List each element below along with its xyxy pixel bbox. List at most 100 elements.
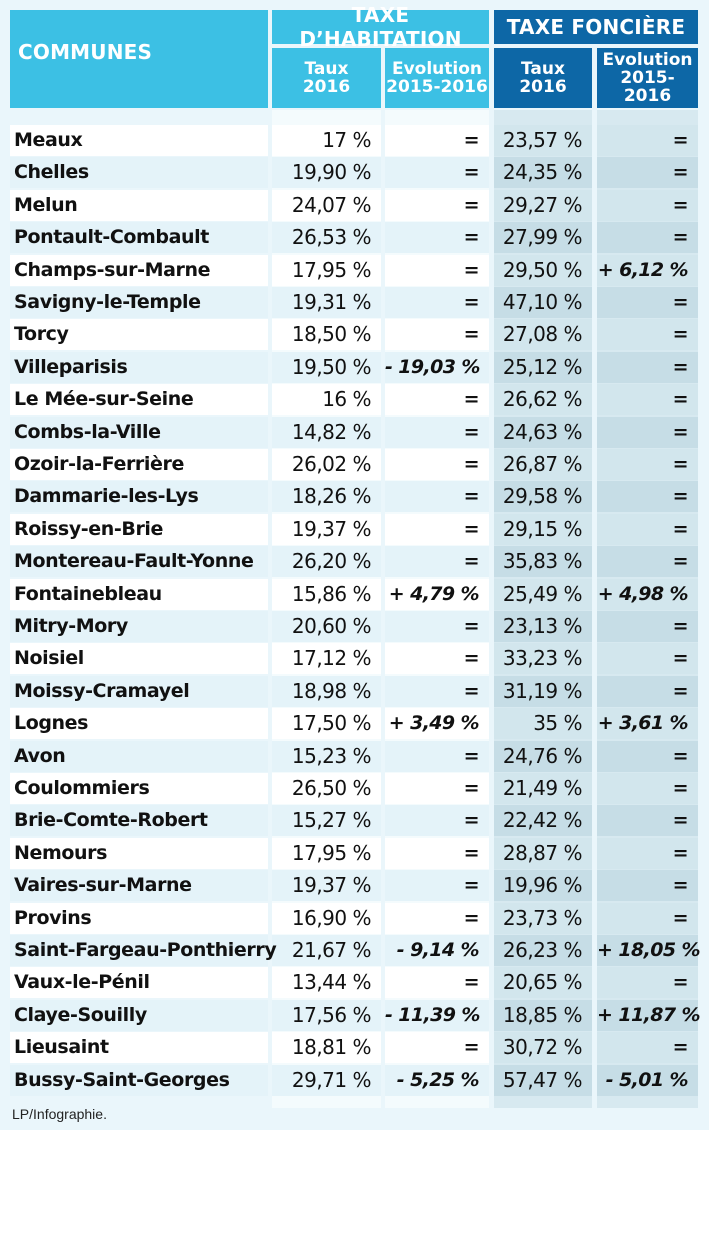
- cell-background: [494, 870, 592, 901]
- cell-background: [494, 611, 592, 642]
- cell-background: [272, 967, 381, 998]
- cell-background: [494, 384, 592, 415]
- commune-name: Chelles: [14, 161, 89, 183]
- th-rate-cell: 19,37 %: [291, 873, 372, 897]
- commune-name: Combs-la-Ville: [14, 421, 161, 443]
- th-evolution-cell: - 5,25 %: [396, 1069, 480, 1091]
- cell-background: [597, 579, 698, 610]
- table-row: Savigny-le-Temple 19,31 % = 47,10 % =: [10, 287, 698, 318]
- cell-background: [597, 708, 698, 739]
- cell-background: [597, 352, 698, 383]
- tf-evolution-cell: =: [672, 842, 689, 864]
- tf-rate-cell: 47,10 %: [502, 290, 583, 314]
- cell-background: [272, 643, 381, 674]
- cell-background: [494, 1000, 592, 1031]
- cell-background: [10, 481, 268, 512]
- cell-background: [272, 384, 381, 415]
- cell-background: [385, 157, 489, 188]
- table-row: Avon 15,23 % = 24,76 % =: [10, 741, 698, 772]
- tf-rate-cell: 29,15 %: [502, 517, 583, 541]
- cell-background: [597, 222, 698, 253]
- cell-background: [597, 967, 698, 998]
- cell-background: [272, 1000, 381, 1031]
- commune-name: Mitry-Mory: [14, 615, 128, 637]
- cell-background: [494, 319, 592, 350]
- commune-name: Nemours: [14, 842, 108, 864]
- cell-background: [494, 773, 592, 804]
- th-rate-cell: 17,12 %: [291, 646, 372, 670]
- table-row: Bussy-Saint-Georges 29,71 % - 5,25 % 57,47 …: [10, 1065, 698, 1096]
- cell-background: [10, 546, 268, 577]
- table-row: Coulommiers 26,50 % = 21,49 % =: [10, 773, 698, 804]
- tf-rate-cell: 23,57 %: [502, 128, 583, 152]
- tf-rate-cell: 35,83 %: [502, 549, 583, 573]
- table-row: Villeparisis 19,50 % - 19,03 % 25,12 % =: [10, 352, 698, 383]
- th-rate-cell: 17,95 %: [291, 841, 372, 865]
- cell-background: [10, 838, 268, 869]
- cell-background: [597, 1065, 698, 1096]
- th-taux-header: Taux 2016: [272, 48, 381, 108]
- tf-evolution-cell: =: [672, 161, 689, 183]
- table-row: Combs-la-Ville 14,82 % = 24,63 % =: [10, 417, 698, 448]
- tf-rate-cell: 24,63 %: [502, 420, 583, 444]
- cell-background: [10, 125, 268, 156]
- cell-background: [597, 676, 698, 707]
- cell-background: [385, 708, 489, 739]
- cell-background: [10, 514, 268, 545]
- tf-evolution-cell: =: [672, 745, 689, 767]
- th-evolution-cell: =: [463, 453, 480, 475]
- th-evolution-cell: =: [463, 226, 480, 248]
- th-evolution-cell: =: [463, 1036, 480, 1058]
- tf-evolution-cell: =: [672, 453, 689, 475]
- th-rate-cell: 15,27 %: [291, 808, 372, 832]
- table-row: Brie-Comte-Robert 15,27 % = 22,42 % =: [10, 805, 698, 836]
- tf-evolution-cell: + 18,05 %: [597, 939, 700, 961]
- tf-evolution-cell: =: [672, 874, 689, 896]
- cell-background: [385, 741, 489, 772]
- tf-rate-cell: 27,99 %: [502, 225, 583, 249]
- cell-background: [385, 319, 489, 350]
- cell-background: [10, 611, 268, 642]
- tf-rate-cell: 30,72 %: [502, 1035, 583, 1059]
- table-row: Pontault-Combault 26,53 % = 27,99 % =: [10, 222, 698, 253]
- tf-taux-header: Taux 2016: [494, 48, 592, 108]
- cell-background: [272, 805, 381, 836]
- cell-background: [385, 967, 489, 998]
- cell-background: [10, 287, 268, 318]
- th-rate-cell: 17,95 %: [291, 258, 372, 282]
- cell-background: [597, 773, 698, 804]
- commune-name: Villeparisis: [14, 356, 128, 378]
- cell-background: [494, 481, 592, 512]
- commune-name: Champs-sur-Marne: [14, 259, 211, 281]
- cell-background: [597, 546, 698, 577]
- cell-background: [494, 708, 592, 739]
- cell-background: [272, 157, 381, 188]
- tf-evolution-cell: =: [672, 388, 689, 410]
- cell-background: [494, 676, 592, 707]
- cell-background: [494, 287, 592, 318]
- cell-background: [494, 352, 592, 383]
- table-row: Meaux 17 % = 23,57 % =: [10, 125, 698, 156]
- commune-name: Savigny-le-Temple: [14, 291, 201, 313]
- cell-background: [10, 384, 268, 415]
- cell-background: [597, 643, 698, 674]
- cell-background: [597, 611, 698, 642]
- table-row: Chelles 19,90 % = 24,35 % =: [10, 157, 698, 188]
- cell-background: [494, 417, 592, 448]
- tf-rate-cell: 31,19 %: [502, 679, 583, 703]
- commune-name: Ozoir-la-Ferrière: [14, 453, 184, 475]
- tf-rate-cell: 23,13 %: [502, 614, 583, 638]
- commune-name: Saint-Fargeau-Ponthierry: [14, 939, 277, 961]
- tf-rate-cell: 26,23 %: [502, 938, 583, 962]
- cell-background: [10, 449, 268, 480]
- tf-evolution-cell: + 3,61 %: [597, 712, 689, 734]
- table-row: Lieusaint 18,81 % = 30,72 % =: [10, 1032, 698, 1063]
- cell-background: [272, 1065, 381, 1096]
- cell-background: [272, 190, 381, 221]
- cell-background: [272, 352, 381, 383]
- cell-background: [272, 676, 381, 707]
- cell-background: [385, 903, 489, 934]
- cell-background: [385, 546, 489, 577]
- tf-rate-cell: 29,50 %: [502, 258, 583, 282]
- cell-background: [494, 579, 592, 610]
